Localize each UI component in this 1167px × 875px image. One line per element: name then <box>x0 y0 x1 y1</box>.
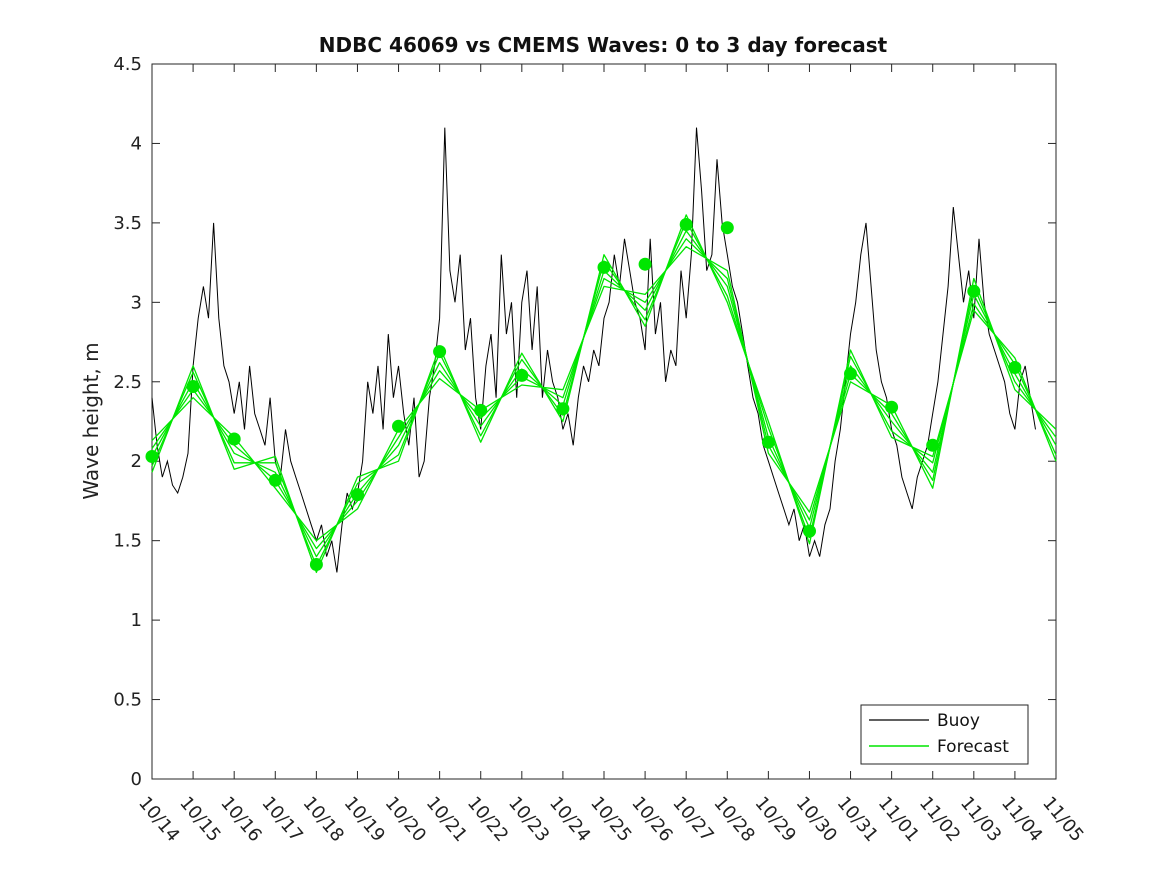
y-tick-label: 2.5 <box>113 372 142 393</box>
x-tick-label: 11/01 <box>874 793 923 846</box>
legend-forecast-label: Forecast <box>937 737 1009 757</box>
forecast-point <box>556 402 570 416</box>
y-tick-label: 3 <box>131 292 142 313</box>
x-tick-label: 10/21 <box>422 793 471 846</box>
forecast-line-3 <box>151 246 1057 542</box>
forecast-point <box>227 432 241 446</box>
y-tick-label: 2 <box>131 451 142 472</box>
x-tick-label: 10/31 <box>833 793 882 846</box>
y-tick-label: 0.5 <box>113 690 142 711</box>
plot-frame <box>151 63 1057 780</box>
forecast-point <box>145 450 159 463</box>
x-tick-label: 11/03 <box>956 793 1005 846</box>
x-tick-label: 10/28 <box>709 793 758 846</box>
forecast-point <box>967 284 981 298</box>
legend-box <box>860 704 1029 765</box>
chart-title: NDBC 46069 vs CMEMS Waves: 0 to 3 day fo… <box>319 33 888 57</box>
forecast-point <box>720 221 734 235</box>
forecast-point <box>597 260 611 274</box>
forecast-point <box>885 400 899 414</box>
y-tick-label: 1 <box>131 610 142 631</box>
forecast-point <box>474 403 488 417</box>
forecast-point <box>638 257 652 271</box>
forecast-point <box>433 345 447 359</box>
forecast-point <box>803 524 816 538</box>
x-tick-label: 10/25 <box>586 793 635 846</box>
x-tick-label: 11/05 <box>1038 793 1087 846</box>
forecast-point <box>1008 361 1022 374</box>
forecast-point <box>761 435 775 449</box>
x-tick-label: 10/26 <box>627 793 676 846</box>
x-tick-label: 10/15 <box>175 793 224 846</box>
x-tick-label: 10/27 <box>668 793 717 846</box>
forecast-point <box>351 488 364 502</box>
forecast-point <box>515 368 529 382</box>
forecast-point <box>844 367 857 381</box>
forecast-point <box>679 218 693 231</box>
x-tick-label: 10/23 <box>504 793 553 846</box>
x-tick-label: 10/19 <box>340 793 389 846</box>
forecast-point <box>392 419 405 433</box>
forecast-line-1 <box>151 238 1057 550</box>
x-tick-label: 10/18 <box>299 793 348 846</box>
forecast-point <box>926 438 940 452</box>
y-tick-label: 4 <box>131 133 142 154</box>
x-tick-label: 10/30 <box>792 793 841 846</box>
x-tick-label: 10/20 <box>381 793 430 846</box>
series-forecast <box>145 214 1057 574</box>
x-tick-label: 10/29 <box>751 793 800 846</box>
y-axis: 0 0.5 1 1.5 2 2.5 3 3.5 4 4.5 <box>113 54 1056 790</box>
x-tick-label: 11/02 <box>915 793 964 846</box>
forecast-point <box>268 473 282 487</box>
x-tick-label: 11/04 <box>997 793 1046 846</box>
x-tick-label: 10/16 <box>216 793 265 846</box>
x-tick-label: 10/14 <box>134 793 183 846</box>
forecast-point <box>186 380 200 393</box>
y-tick-label: 0 <box>131 769 142 790</box>
legend-buoy-label: Buoy <box>937 711 980 731</box>
x-tick-label: 10/22 <box>463 793 512 846</box>
y-tick-label: 3.5 <box>113 213 142 234</box>
forecast-point <box>309 558 323 571</box>
y-axis-label: Wave height, m <box>79 342 103 499</box>
x-tick-label: 10/24 <box>545 793 594 846</box>
y-tick-label: 4.5 <box>113 54 142 75</box>
legend: Buoy Forecast <box>860 704 1029 765</box>
y-tick-label: 1.5 <box>113 531 142 552</box>
x-tick-label: 10/17 <box>257 793 306 846</box>
forecast-line-4 <box>151 214 1057 574</box>
